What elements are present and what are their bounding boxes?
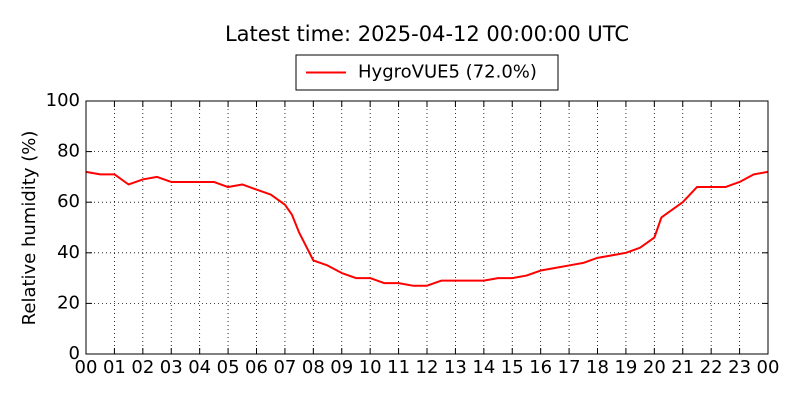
x-tick-label: 20: [643, 357, 666, 378]
x-tick-label: 05: [217, 357, 240, 378]
y-tick-label: 60: [57, 191, 80, 212]
x-tick-label: 11: [387, 357, 410, 378]
x-tick-label: 12: [416, 357, 439, 378]
x-tick-label: 09: [330, 357, 353, 378]
x-tick-label: 07: [273, 357, 296, 378]
x-tick-label: 10: [359, 357, 382, 378]
x-tick-label: 08: [302, 357, 325, 378]
x-tick-label: 00: [757, 357, 780, 378]
x-tick-label: 19: [614, 357, 637, 378]
data-line: [85, 170, 769, 287]
x-tick-label: 00: [75, 357, 98, 378]
x-tick-label: 14: [472, 357, 495, 378]
x-tick-label: 21: [671, 357, 694, 378]
y-tick-label: 80: [57, 141, 80, 162]
y-tick-label: 20: [57, 292, 80, 313]
x-tick-label: 04: [188, 357, 211, 378]
x-tick-label: 18: [586, 357, 609, 378]
x-tick-label: 06: [245, 357, 268, 378]
legend-label: HygroVUE5 (72.0%): [358, 62, 537, 83]
x-tick-label: 02: [131, 357, 154, 378]
y-tick-label: 0: [69, 343, 80, 364]
plot-frame: [85, 100, 769, 355]
y-tick-label: 40: [57, 242, 80, 263]
x-tick-label: 23: [728, 357, 751, 378]
chart-title: Latest time: 2025-04-12 00:00:00 UTC: [225, 22, 629, 46]
x-tick-label: 13: [444, 357, 467, 378]
y-axis-label: Relative humidity (%): [19, 131, 40, 326]
x-tick-label: 03: [160, 357, 183, 378]
x-tick-label: 15: [501, 357, 524, 378]
x-tick-label: 16: [529, 357, 552, 378]
x-tick-label: 17: [558, 357, 581, 378]
x-tick-label: 22: [700, 357, 723, 378]
x-tick-label: 01: [103, 357, 126, 378]
y-tick-label: 100: [46, 90, 80, 111]
